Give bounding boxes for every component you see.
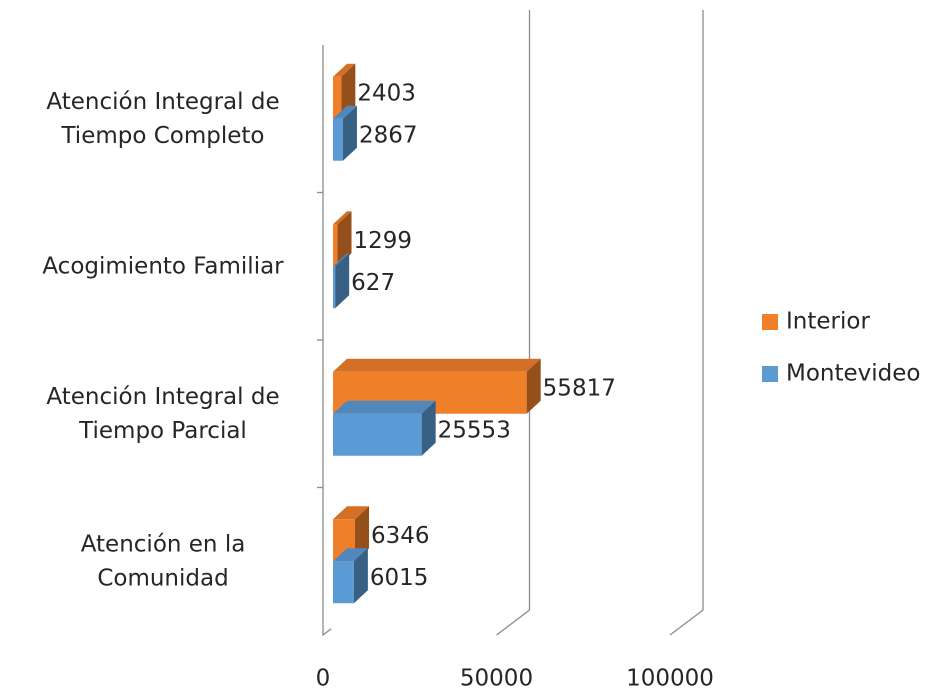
legend-swatch	[762, 314, 778, 330]
legend-label: Montevideo	[786, 361, 921, 387]
value-label: 1299	[354, 228, 413, 254]
value-label: 55817	[543, 375, 616, 401]
bar	[333, 211, 352, 267]
bar-side	[335, 253, 350, 309]
value-label: 2867	[359, 122, 418, 148]
legend-swatch	[762, 366, 778, 382]
bar-side	[337, 211, 352, 267]
grid-line	[496, 10, 531, 636]
value-label: 627	[351, 270, 395, 296]
bar	[333, 548, 368, 604]
value-label: 6015	[370, 565, 429, 591]
bar-side	[355, 506, 370, 562]
grid-line	[669, 10, 704, 636]
bar-side	[353, 548, 368, 604]
value-label: 6346	[371, 523, 430, 549]
bar-top	[333, 548, 368, 562]
bar-top	[333, 506, 370, 520]
bar-front	[333, 76, 342, 119]
bar-top	[333, 358, 541, 372]
x-tick-label: 50000	[460, 666, 533, 688]
bar-front	[333, 224, 338, 267]
bar-front	[333, 413, 422, 456]
bar	[333, 400, 436, 456]
x-tick-label: 0	[316, 666, 331, 688]
bar-top	[333, 63, 356, 77]
x-tick-label: 100000	[626, 666, 714, 688]
bar	[333, 253, 350, 309]
category-label: Atención Integral de Tiempo Completo	[46, 88, 279, 148]
bar-side	[526, 358, 541, 414]
bar-front	[333, 561, 354, 604]
bar	[333, 63, 356, 119]
bar-side	[421, 400, 436, 456]
bar-side	[342, 105, 357, 161]
bar-top	[333, 211, 352, 225]
category-label: Acogimiento Familiar	[42, 253, 284, 279]
bar-top	[333, 105, 357, 119]
bar-front	[333, 118, 343, 161]
bar-side	[341, 63, 356, 119]
value-label: 2403	[357, 80, 416, 106]
left-wall	[322, 45, 332, 637]
legend-label: Interior	[786, 309, 870, 335]
value-label: 25553	[438, 417, 511, 443]
category-label: Atención en la Comunidad	[81, 531, 246, 591]
bar	[333, 105, 357, 161]
bar-front	[333, 266, 336, 309]
bar-top	[333, 400, 436, 414]
bar-top	[333, 253, 350, 267]
category-label: Atención Integral de Tiempo Parcial	[46, 383, 279, 443]
